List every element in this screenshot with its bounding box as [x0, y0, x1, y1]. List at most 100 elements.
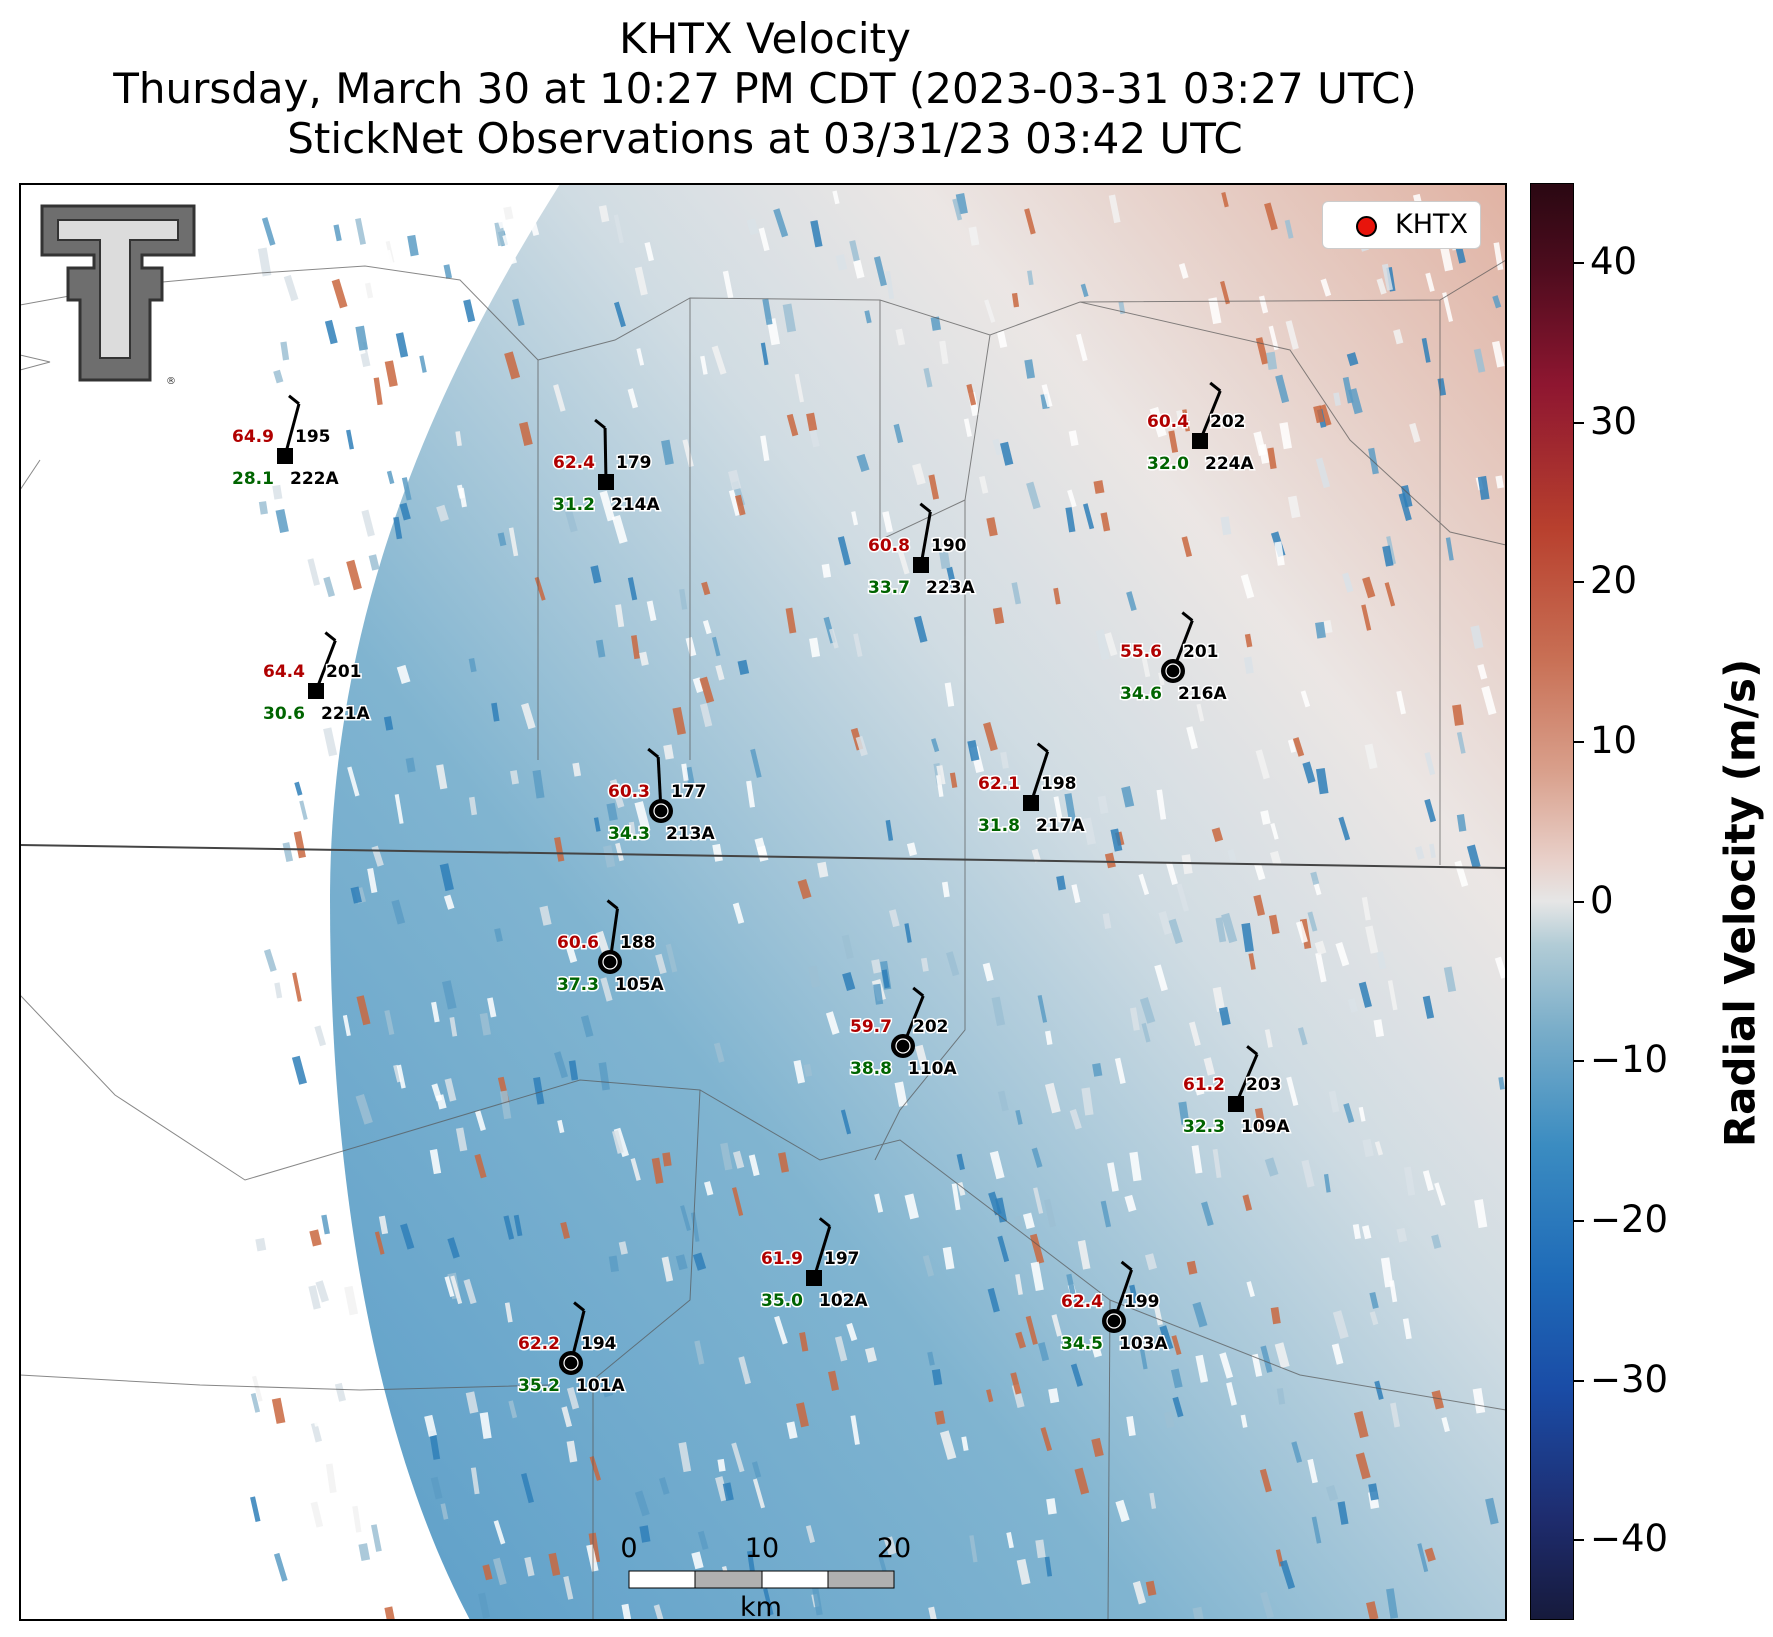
station-213A[interactable]: 60.3 177 34.3 213A [607, 747, 717, 846]
velocity-gate [273, 1552, 288, 1582]
colorbar-tick-label: −30 [1590, 1357, 1669, 1401]
velocity-gate [378, 1215, 389, 1235]
velocity-gate [1051, 1314, 1063, 1337]
velocity-gate [746, 218, 759, 236]
velocity-gate [333, 224, 342, 242]
velocity-gate [1441, 1416, 1450, 1433]
velocity-gate [443, 264, 453, 279]
velocity-gate [1024, 208, 1036, 235]
station-223A[interactable]: 60.8 190 33.7 223A [867, 502, 977, 600]
velocity-gate [1186, 726, 1198, 750]
velocity-gate [1151, 1296, 1163, 1326]
velocity-gate [504, 1302, 513, 1323]
station-101A[interactable]: 62.2 194 35.2 101A [517, 1301, 627, 1398]
velocity-gate [851, 511, 859, 526]
velocity-gate [928, 474, 940, 500]
velocity-gate [310, 1501, 324, 1528]
velocity-gate [748, 1154, 760, 1177]
velocity-gate [1243, 656, 1254, 674]
velocity-gate [834, 1335, 848, 1362]
velocity-gate [429, 1149, 442, 1175]
velocity-gate [315, 594, 328, 611]
velocity-gate [992, 607, 1005, 625]
velocity-gate [1244, 633, 1253, 648]
velocity-gate [1145, 1580, 1157, 1596]
station-102A[interactable]: 61.9 197 35.0 102A [760, 1217, 870, 1313]
station-109A[interactable]: 61.2 203 32.3 109A [1182, 1045, 1292, 1139]
velocity-gate [1192, 1606, 1206, 1620]
station-214A[interactable]: 62.4 179 31.2 214A [552, 418, 662, 517]
station-110A[interactable]: 59.7 202 38.8 110A [849, 986, 959, 1081]
velocity-gate [1365, 925, 1379, 954]
velocity-gate [1226, 1382, 1237, 1406]
velocity-gate [1494, 956, 1506, 979]
scale-seg-2 [694, 1570, 763, 1589]
velocity-gate [1240, 573, 1255, 599]
scale-seg-3 [761, 1570, 829, 1589]
velocity-gate [1201, 1201, 1214, 1227]
velocity-gate [817, 861, 829, 878]
velocity-gate [931, 1368, 943, 1386]
velocity-gate [468, 658, 477, 673]
velocity-gate [361, 509, 375, 537]
velocity-gate [539, 905, 552, 926]
velocity-gate [747, 1550, 755, 1573]
station-224A[interactable]: 60.4 202 32.0 224A [1146, 381, 1256, 476]
velocity-gate [1227, 848, 1237, 863]
velocity-gate [1044, 1556, 1053, 1577]
station-value-top: 62.1 [978, 774, 1020, 794]
station-105A[interactable]: 60.6 188 37.3 105A [556, 899, 666, 997]
station-216A[interactable]: 55.6 201 34.6 216A [1119, 611, 1229, 706]
velocity-gate [431, 1083, 443, 1102]
velocity-gate [1000, 751, 1009, 769]
velocity-gate [760, 342, 769, 366]
station-value-bottom: 30.6 [263, 704, 305, 724]
station-217A[interactable]: 62.1 198 31.8 217A [977, 742, 1087, 838]
velocity-gate [681, 763, 689, 782]
velocity-gate [1254, 862, 1266, 881]
velocity-gate [613, 214, 624, 244]
station-222A[interactable]: 64.9 195 28.1 222A [231, 394, 341, 491]
velocity-gate [1045, 1030, 1053, 1045]
velocity-gate [533, 1076, 545, 1105]
velocity-gate [797, 878, 812, 900]
velocity-gate [715, 664, 725, 681]
velocity-gate [396, 1064, 406, 1089]
colorbar-tick [1574, 421, 1584, 424]
velocity-gate [1053, 796, 1063, 823]
velocity-gate [1144, 1253, 1158, 1271]
velocity-gate [1491, 340, 1505, 368]
velocity-gate [405, 757, 416, 773]
velocity-gate [806, 412, 818, 432]
velocity-gate [1285, 320, 1299, 350]
velocity-gate [1195, 1354, 1209, 1383]
station-103A[interactable]: 62.4 199 34.5 103A [1060, 1260, 1170, 1356]
station-value-top: 60.8 [868, 536, 910, 556]
velocity-gate [967, 739, 980, 762]
velocity-gate [794, 373, 805, 403]
velocity-gate [966, 383, 977, 406]
velocity-gate [717, 1458, 726, 1472]
velocity-gate [1338, 816, 1351, 841]
velocity-gate [468, 796, 478, 816]
velocity-gate [1048, 1388, 1060, 1404]
colorbar-tick-label: 20 [1590, 559, 1638, 603]
velocity-gate [1362, 576, 1376, 599]
velocity-gate [874, 1193, 884, 1213]
velocity-gate [1110, 828, 1123, 852]
velocity-gate [598, 1062, 610, 1091]
velocity-gate [364, 282, 374, 299]
velocity-gate [563, 504, 578, 533]
velocity-gate [1046, 1498, 1057, 1515]
velocity-gate [554, 836, 565, 862]
velocity-gate [396, 664, 411, 685]
velocity-gate [534, 576, 546, 601]
velocity-gate [588, 1532, 601, 1563]
station-221A[interactable]: 64.4 201 30.6 221A [262, 631, 372, 726]
velocity-gate [1215, 917, 1227, 943]
velocity-gate [1251, 1353, 1263, 1377]
velocity-gate [346, 559, 362, 591]
velocity-gate [590, 565, 602, 584]
velocity-gate [494, 928, 503, 943]
velocity-gate [679, 588, 688, 610]
